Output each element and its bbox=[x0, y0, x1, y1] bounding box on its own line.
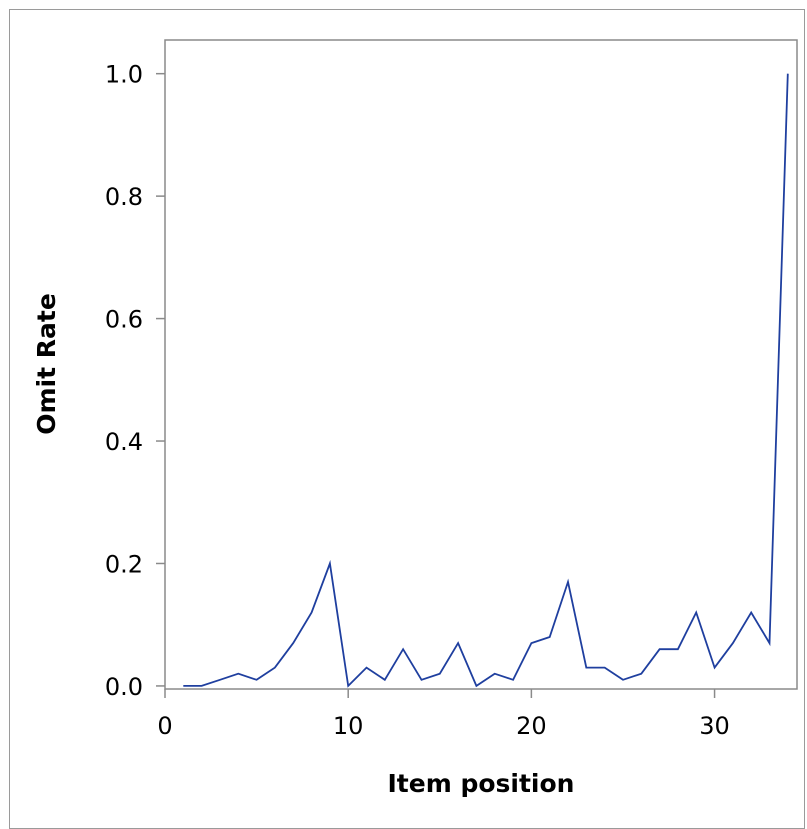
y-tick-label: 1.0 bbox=[105, 61, 143, 89]
y-axis-title: Omit Rate bbox=[32, 293, 61, 435]
x-axis-title: Item position bbox=[388, 769, 575, 798]
x-tick-label: 10 bbox=[333, 712, 364, 740]
y-tick-label: 0.8 bbox=[105, 183, 143, 211]
y-tick-label: 0.0 bbox=[105, 673, 143, 701]
axes bbox=[164, 39, 798, 690]
y-tick-label: 0.2 bbox=[105, 550, 143, 578]
series-layer bbox=[183, 73, 789, 688]
figure-frame bbox=[9, 9, 805, 829]
x-tick-label: 20 bbox=[516, 712, 547, 740]
series-line-omit-rate bbox=[183, 73, 789, 688]
x-tick-label: 30 bbox=[699, 712, 730, 740]
y-tick-label: 0.4 bbox=[105, 428, 143, 456]
plot-area-border bbox=[164, 39, 798, 690]
y-tick-label: 0.6 bbox=[105, 306, 143, 334]
ticks: 0.0 0.2 0.4 0.6 0.8 1.0 0 10 20 30 bbox=[105, 61, 730, 740]
x-tick-label: 0 bbox=[157, 712, 172, 740]
